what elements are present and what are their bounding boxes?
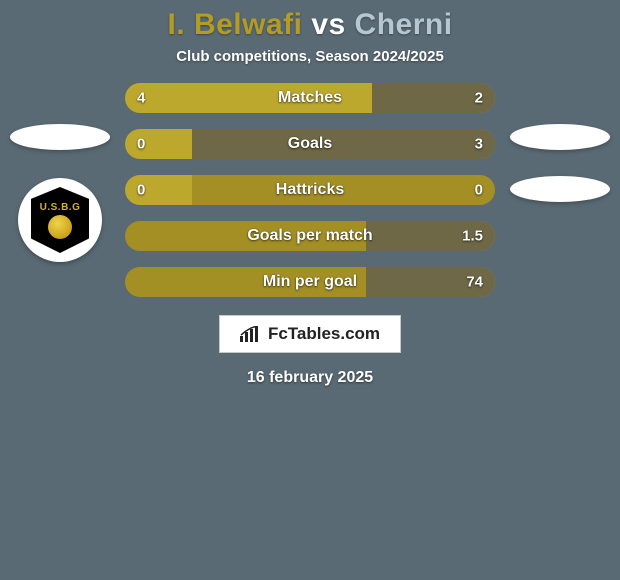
row-value-right: 2 [475, 90, 483, 107]
bar-fill-left [125, 129, 192, 159]
decorative-ellipse-left [10, 124, 110, 150]
decorative-ellipse-right-2 [510, 176, 610, 202]
row-value-right: 0 [475, 182, 483, 199]
row-value-left: 0 [137, 182, 145, 199]
club-badge-icon [48, 215, 72, 239]
page-title: I. Belwafi vs Cherni [167, 8, 452, 42]
branding-text: FcTables.com [268, 324, 380, 344]
club-badge-shield: U.S.B.G [31, 187, 89, 253]
subtitle: Club competitions, Season 2024/2025 [176, 48, 444, 65]
row-value-right: 3 [475, 136, 483, 153]
bar-fill-left [125, 175, 192, 205]
bar-fill-right [192, 129, 495, 159]
row-label: Min per goal [263, 273, 357, 291]
row-label: Hattricks [276, 181, 344, 199]
title-player2: Cherni [355, 8, 453, 41]
row-value-right: 1.5 [462, 228, 483, 245]
date-footer: 16 february 2025 [247, 369, 373, 387]
row-value-right: 74 [466, 274, 483, 291]
comparison-rows: Matches 4 2 Goals 0 3 Hattricks 0 0 Goals per mat… [125, 83, 495, 297]
comparison-row: Goals per match 1.5 [125, 221, 495, 251]
comparison-row: Hattricks 0 0 [125, 175, 495, 205]
row-value-left: 4 [137, 90, 145, 107]
content-area: I. Belwafi vs Cherni Club competitions, … [0, 0, 620, 580]
comparison-row: Min per goal 74 [125, 267, 495, 297]
club-badge-text: U.S.B.G [40, 202, 81, 213]
row-label: Matches [278, 89, 342, 107]
branding-box: FcTables.com [219, 315, 401, 353]
club-badge: U.S.B.G [18, 178, 102, 262]
branding-icon [240, 326, 260, 342]
row-value-left: 0 [137, 136, 145, 153]
title-vs: vs [311, 8, 345, 41]
row-label: Goals per match [247, 227, 372, 245]
comparison-row: Matches 4 2 [125, 83, 495, 113]
title-player1: I. Belwafi [167, 8, 302, 41]
row-label: Goals [288, 135, 332, 153]
comparison-row: Goals 0 3 [125, 129, 495, 159]
decorative-ellipse-right-1 [510, 124, 610, 150]
